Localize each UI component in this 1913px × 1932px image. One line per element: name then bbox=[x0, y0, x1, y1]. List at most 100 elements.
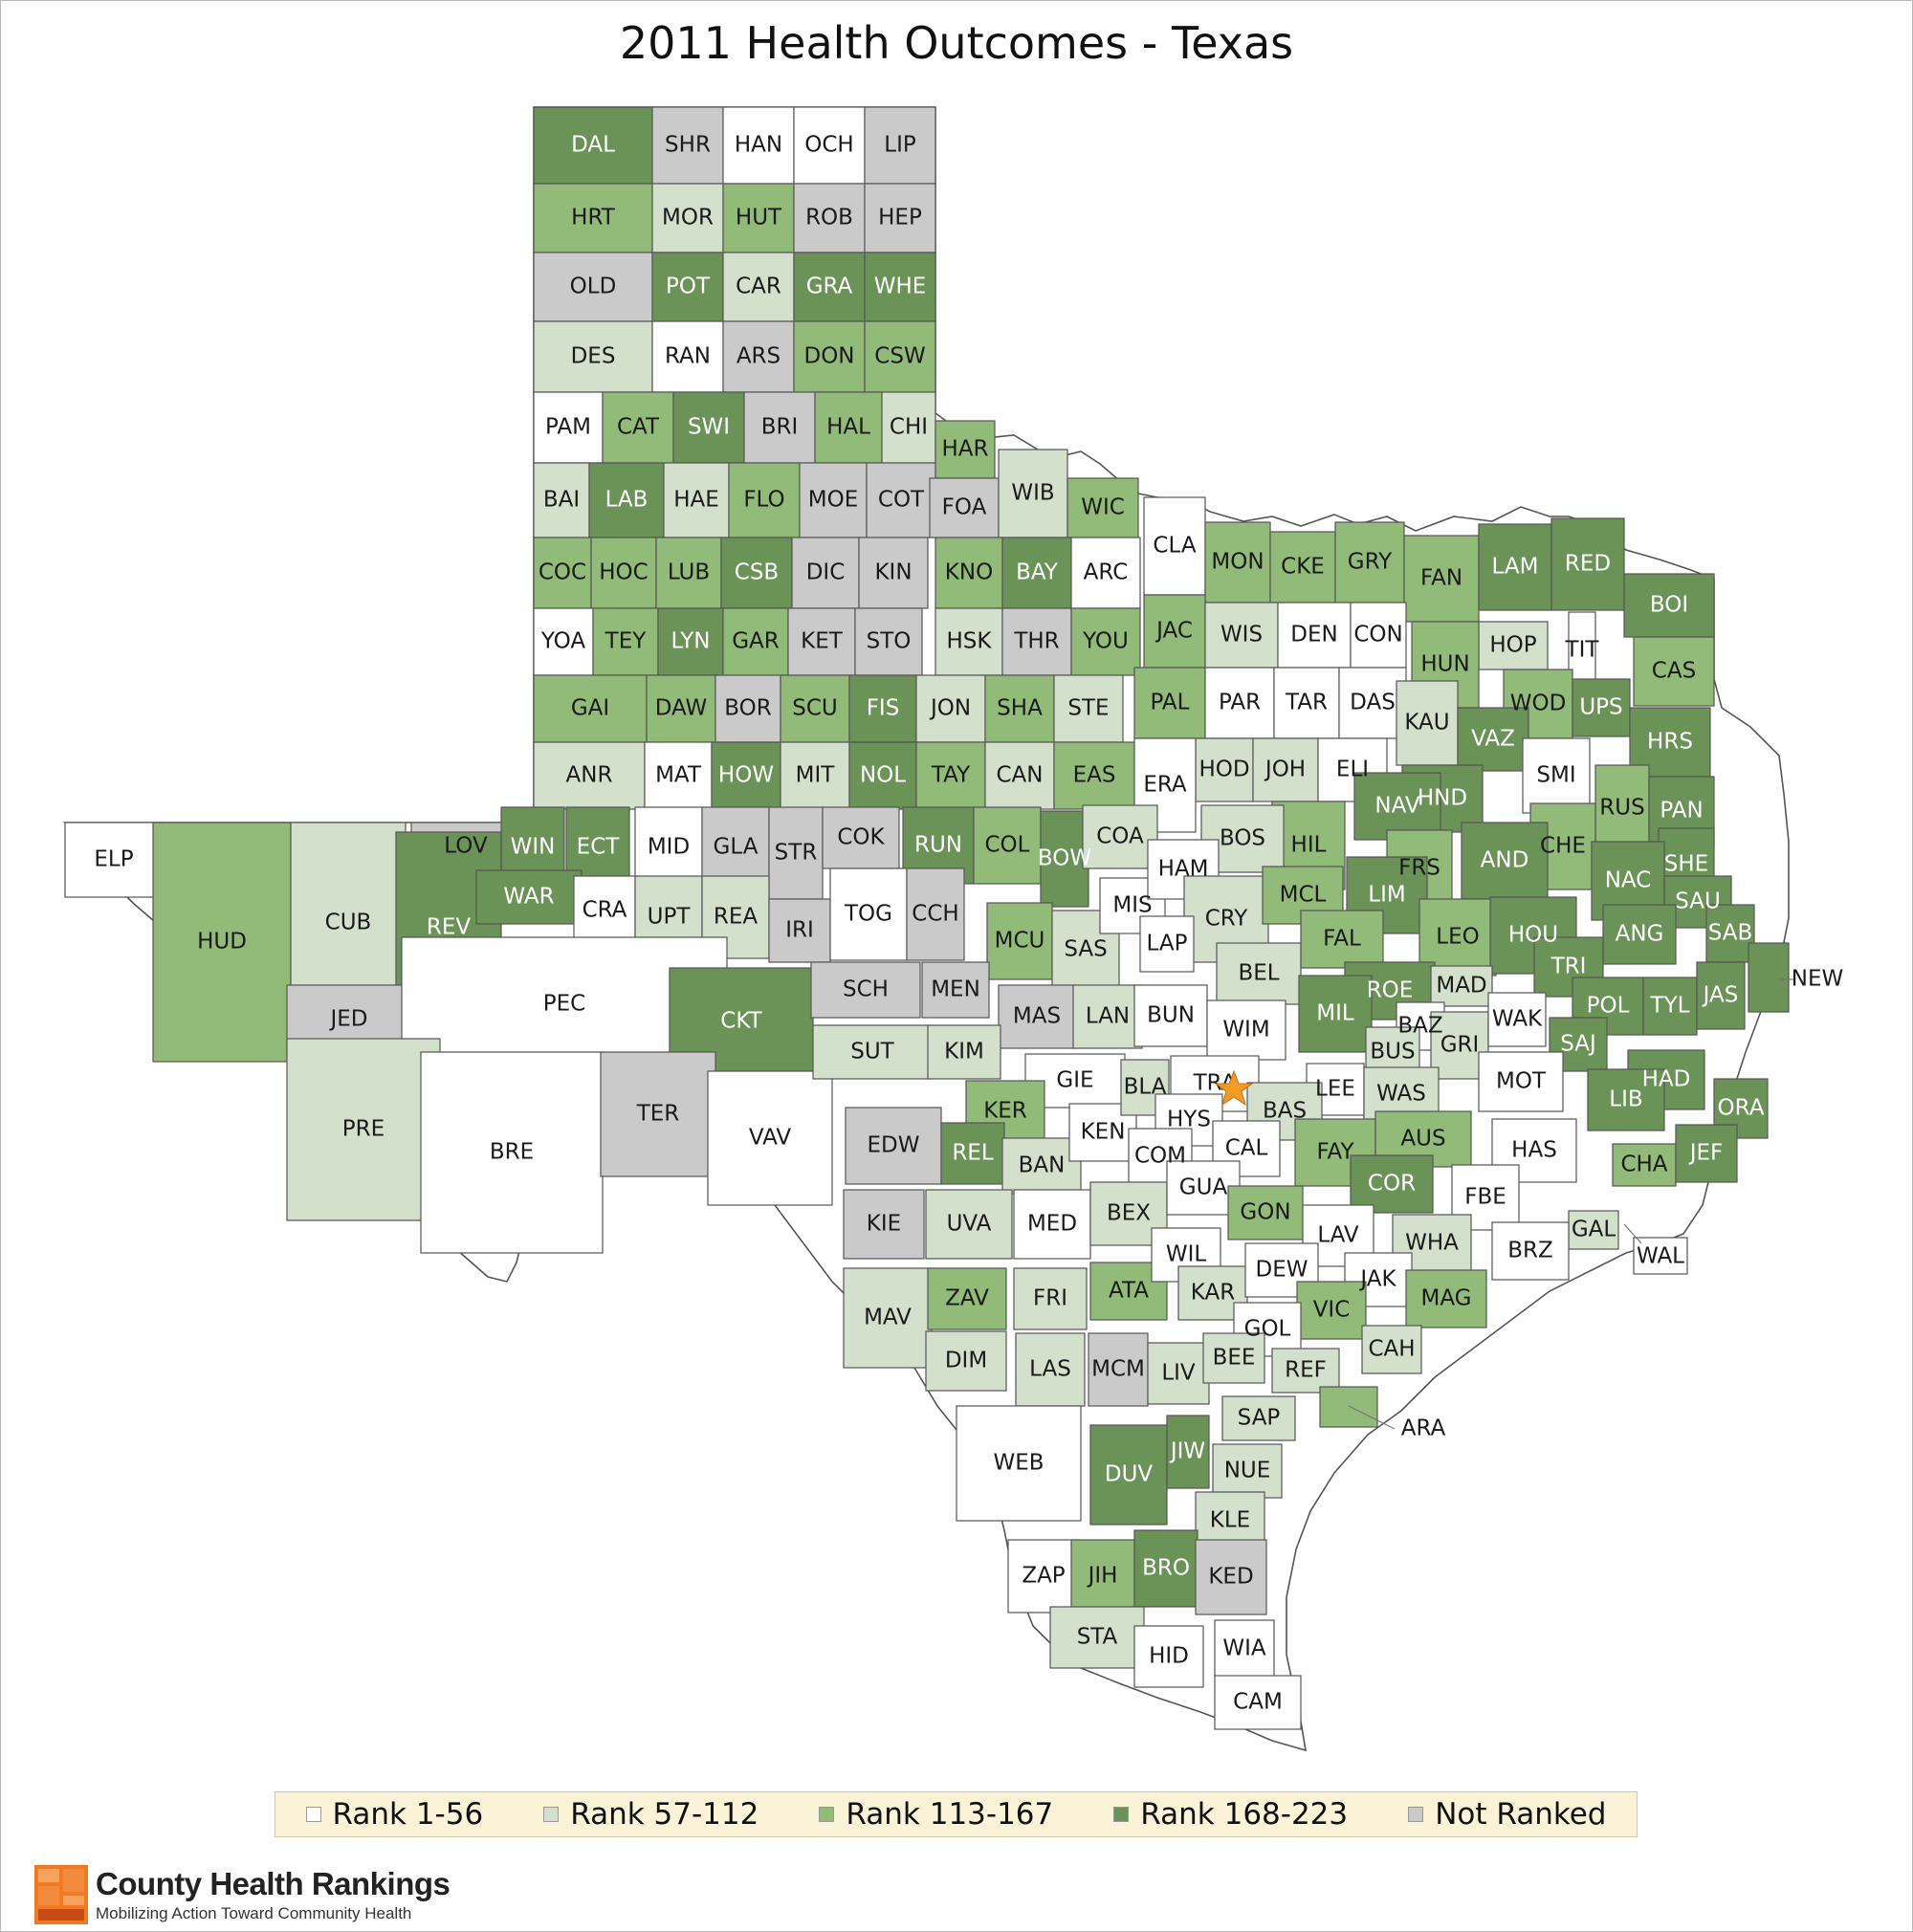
leader-line-wal bbox=[1623, 1223, 1642, 1244]
county-kie bbox=[843, 1189, 925, 1260]
county-jiw bbox=[1166, 1415, 1210, 1489]
county-label-shr: SHR bbox=[665, 133, 711, 158]
county-label-cra: CRA bbox=[583, 898, 627, 923]
county-label-kau: KAU bbox=[1404, 711, 1449, 735]
county-label-gai: GAI bbox=[571, 696, 609, 721]
county-label-tay: TAY bbox=[931, 763, 971, 788]
county-ket bbox=[787, 607, 856, 676]
county-label-wil: WIL bbox=[1166, 1242, 1207, 1267]
county-hud bbox=[152, 822, 292, 1063]
county-label-kle: KLE bbox=[1210, 1508, 1250, 1533]
county-wia bbox=[1214, 1619, 1275, 1679]
county-cam bbox=[1214, 1675, 1302, 1730]
county-nav bbox=[1353, 772, 1441, 841]
county-label-liv: LIV bbox=[1161, 1361, 1196, 1386]
county-mot bbox=[1478, 1051, 1564, 1112]
county-label-baz: BAZ bbox=[1397, 1014, 1442, 1039]
county-label-old: OLD bbox=[570, 274, 617, 299]
county-label-mon: MON bbox=[1211, 550, 1264, 575]
county-label-vic: VIC bbox=[1313, 1298, 1351, 1323]
county-label-red: RED bbox=[1565, 552, 1611, 577]
county-label-ste: STE bbox=[1067, 696, 1109, 721]
county-ref bbox=[1271, 1348, 1340, 1394]
county-label-cke: CKE bbox=[1281, 555, 1325, 580]
county-label-och: OCH bbox=[804, 133, 853, 158]
county-label-cry: CRY bbox=[1205, 907, 1249, 932]
county-lyn bbox=[657, 607, 724, 676]
county-label-lyn: LYN bbox=[671, 629, 710, 654]
county-label-gry: GRY bbox=[1348, 550, 1393, 575]
county-label-brz: BRZ bbox=[1507, 1239, 1553, 1263]
county-label-fal: FAL bbox=[1323, 927, 1361, 952]
county-nol bbox=[848, 741, 917, 810]
county-label-hud: HUD bbox=[197, 930, 247, 955]
county-label-edw: EDW bbox=[868, 1133, 920, 1158]
county-label-csw: CSW bbox=[874, 344, 925, 369]
county-label-das: DAS bbox=[1350, 691, 1396, 715]
brand: County Health Rankings Mobilizing Action… bbox=[96, 1866, 451, 1923]
county-ran bbox=[651, 320, 724, 393]
county-label-mit: MIT bbox=[796, 763, 836, 788]
county-label-yoa: YOA bbox=[540, 629, 585, 654]
county-label-ban: BAN bbox=[1019, 1153, 1066, 1178]
county-label-you: YOU bbox=[1082, 629, 1129, 654]
county-cra bbox=[573, 875, 636, 946]
county-tog bbox=[829, 867, 908, 961]
county-label-fis: FIS bbox=[867, 696, 900, 721]
county-label-run: RUN bbox=[914, 833, 962, 858]
county-anr bbox=[533, 741, 646, 810]
county-bor bbox=[715, 674, 781, 743]
county-label-hoc: HOC bbox=[599, 560, 648, 585]
county-label-and: AND bbox=[1481, 848, 1529, 873]
county-boi bbox=[1623, 573, 1715, 638]
county-label-lip: LIP bbox=[884, 133, 916, 158]
county-label-duv: DUV bbox=[1105, 1462, 1154, 1487]
county-label-cah: CAH bbox=[1368, 1337, 1415, 1362]
county-label-jiw: JIW bbox=[1169, 1439, 1205, 1464]
county-label-gar: GAR bbox=[732, 629, 780, 654]
county-zap bbox=[1007, 1539, 1080, 1614]
county-label-har: HAR bbox=[941, 437, 988, 462]
legend-item-rank-57-112: Rank 57-112 bbox=[543, 1797, 759, 1832]
county-label-bla: BLA bbox=[1124, 1075, 1167, 1100]
county-hid bbox=[1133, 1625, 1204, 1688]
county-iri bbox=[768, 898, 831, 963]
county-label-vav: VAV bbox=[749, 1126, 792, 1151]
county-label-bun: BUN bbox=[1147, 1003, 1195, 1028]
county-label-jed: JED bbox=[328, 1007, 367, 1032]
county-label-bai: BAI bbox=[543, 488, 580, 513]
county-label-lov: LOV bbox=[444, 834, 488, 859]
county-label-fbe: FBE bbox=[1464, 1185, 1506, 1210]
county-pot bbox=[651, 252, 724, 322]
county-label-ham: HAM bbox=[1158, 857, 1209, 882]
county-label-cch: CCH bbox=[912, 902, 958, 927]
county-dim bbox=[925, 1330, 1007, 1392]
county-car bbox=[722, 252, 795, 322]
county-label-las: LAS bbox=[1029, 1357, 1071, 1382]
county-label-cam: CAM bbox=[1233, 1690, 1283, 1715]
county-label-elp: ELP bbox=[94, 847, 133, 872]
county-bai bbox=[533, 462, 590, 538]
county-label-cub: CUB bbox=[325, 911, 372, 935]
county-label-hal: HAL bbox=[826, 415, 870, 440]
county-label-foa: FOA bbox=[942, 495, 987, 520]
county-mit bbox=[780, 741, 850, 810]
county-bri bbox=[743, 391, 816, 464]
county-mad bbox=[1430, 965, 1493, 1007]
county-mcm bbox=[1088, 1332, 1149, 1407]
leader-lines bbox=[1348, 978, 1794, 1430]
county-vaz bbox=[1457, 707, 1529, 772]
county-label-sta: STA bbox=[1077, 1625, 1118, 1650]
county-label-mas: MAS bbox=[1013, 1004, 1061, 1029]
county-label-tyl: TYL bbox=[1650, 994, 1690, 1019]
county-label-pec: PEC bbox=[543, 992, 585, 1017]
county-label-ken: KEN bbox=[1081, 1120, 1126, 1145]
county-sab bbox=[1705, 904, 1755, 963]
county-label-lap: LAP bbox=[1147, 932, 1188, 956]
county-hut bbox=[722, 183, 795, 253]
county-label-aus: AUS bbox=[1400, 1127, 1445, 1152]
county-bro bbox=[1133, 1529, 1198, 1608]
county-sap bbox=[1221, 1395, 1296, 1441]
county-label-tri: TRI bbox=[1550, 955, 1587, 979]
county-fri bbox=[1013, 1267, 1088, 1330]
